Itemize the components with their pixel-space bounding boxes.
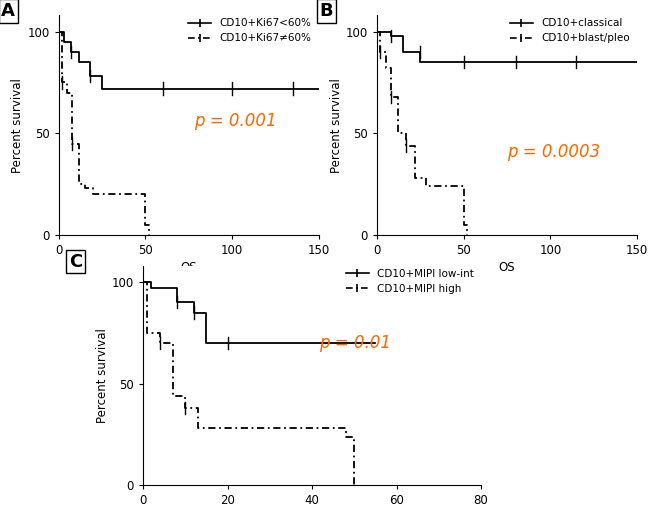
Text: p = 0.001: p = 0.001 [194, 112, 276, 130]
Y-axis label: Percent survival: Percent survival [330, 78, 343, 173]
Text: p = 0.01: p = 0.01 [318, 334, 391, 352]
Text: A: A [1, 2, 15, 20]
Y-axis label: Percent survival: Percent survival [96, 328, 109, 423]
X-axis label: OS: OS [499, 261, 515, 274]
Y-axis label: Percent survival: Percent survival [12, 78, 25, 173]
Legend: CD10+Ki67<60%, CD10+Ki67≠60%: CD10+Ki67<60%, CD10+Ki67≠60% [186, 16, 313, 45]
Text: B: B [320, 2, 333, 20]
X-axis label: OS: OS [180, 261, 197, 274]
Text: p = 0.0003: p = 0.0003 [507, 143, 600, 160]
Text: C: C [69, 252, 82, 270]
Legend: CD10+MIPI low-int, CD10+MIPI high: CD10+MIPI low-int, CD10+MIPI high [343, 267, 476, 296]
Legend: CD10+classical, CD10+blast/pleo: CD10+classical, CD10+blast/pleo [508, 16, 632, 45]
